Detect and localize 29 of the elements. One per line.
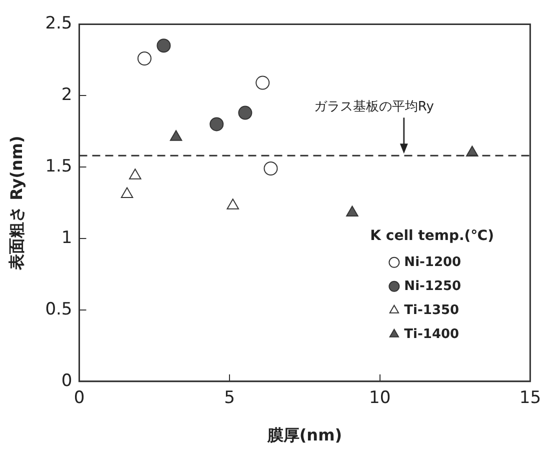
legend-title: K cell temp.(℃) — [370, 228, 494, 244]
ref-line-label: ガラス基板の平均Ry — [314, 100, 434, 115]
point — [264, 162, 278, 176]
legend-label: Ti-1350 — [404, 302, 460, 318]
x-tick-label: 15 — [519, 388, 542, 408]
y-tick-label: 0 — [61, 370, 72, 391]
y-tick-label: 2.5 — [45, 14, 72, 34]
point — [226, 198, 239, 210]
y-tick-label: 1.5 — [45, 156, 72, 176]
x-axis-title: 膜厚(nm) — [266, 426, 342, 445]
legend-label: Ni-1200 — [404, 254, 462, 270]
x-tick-label: 5 — [224, 388, 235, 408]
legend-label: Ti-1400 — [404, 326, 460, 342]
point — [346, 206, 358, 217]
point — [170, 130, 182, 141]
y-tick-label: 2 — [61, 85, 72, 106]
point — [210, 117, 224, 132]
point — [120, 187, 134, 198]
point — [238, 106, 252, 120]
x-tick-label: 10 — [369, 388, 391, 408]
point — [137, 51, 152, 66]
y-axis-title: 表面粗さ Ry(nm) — [6, 136, 26, 271]
legend-label: Ni-1250 — [404, 278, 462, 294]
point — [256, 76, 270, 90]
point — [129, 168, 142, 180]
y-tick-label: 1 — [61, 228, 72, 248]
x-tick-label: 0 — [74, 388, 85, 408]
point — [156, 38, 171, 53]
y-tick-label: 0.5 — [45, 299, 72, 320]
